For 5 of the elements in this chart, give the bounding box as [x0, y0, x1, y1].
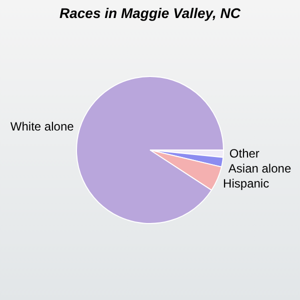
chart-title: Races in Maggie Valley, NC — [58, 5, 242, 21]
slice-label: Other — [229, 146, 260, 160]
slice-label: Asian alone — [228, 161, 292, 176]
slice-label: White alone — [10, 120, 74, 134]
slice-label: Hispanic — [223, 176, 270, 190]
